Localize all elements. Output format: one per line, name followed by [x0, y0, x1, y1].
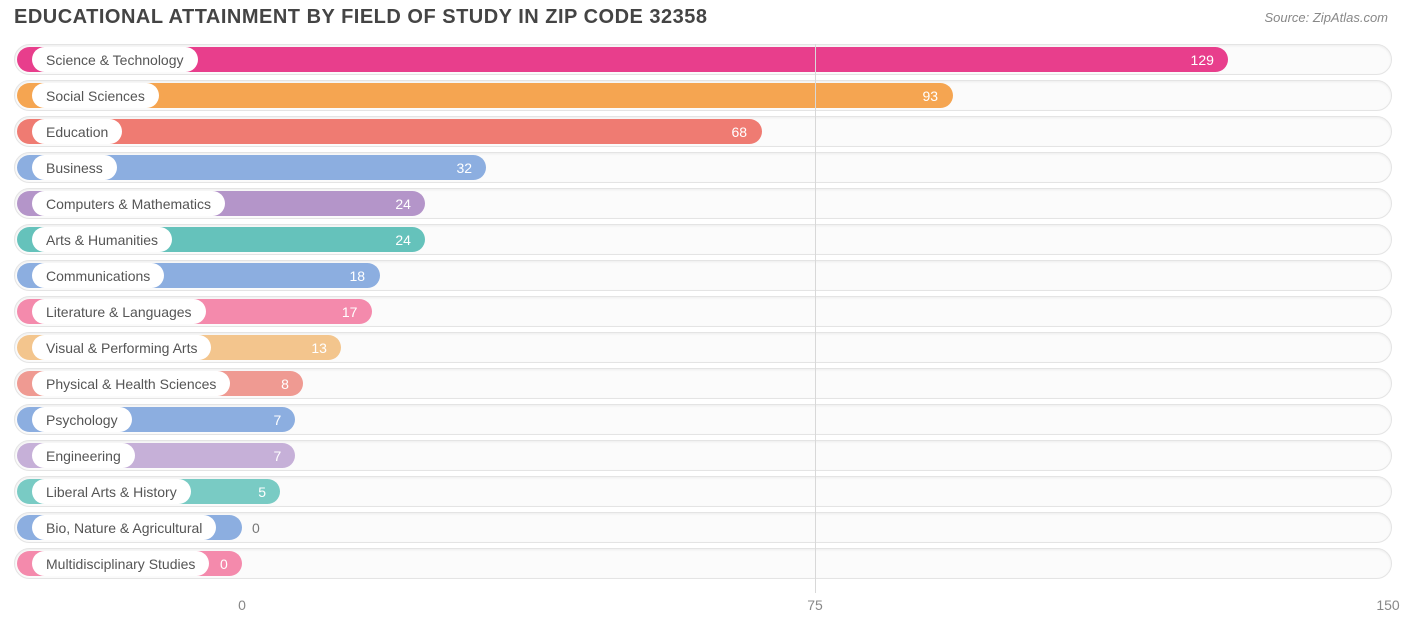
bar-row: Engineering 7 — [14, 440, 1392, 471]
bar-row: Physical & Health Sciences 8 — [14, 368, 1392, 399]
category-label: Multidisciplinary Studies — [32, 551, 209, 576]
category-label: Business — [32, 155, 117, 180]
category-label: Communications — [32, 263, 164, 288]
x-tick-label: 150 — [1376, 597, 1399, 613]
bar-row: Bio, Nature & Agricultural 0 — [14, 512, 1392, 543]
value-label: 93 — [923, 80, 939, 111]
bar-row: Psychology 7 — [14, 404, 1392, 435]
category-label: Psychology — [32, 407, 132, 432]
x-axis: 075150 — [14, 597, 1392, 617]
bar-row: Arts & Humanities 24 — [14, 224, 1392, 255]
value-label: 129 — [1191, 44, 1214, 75]
category-label: Engineering — [32, 443, 135, 468]
bar-row: Education 68 — [14, 116, 1392, 147]
bar-row: Science & Technology 129 — [14, 44, 1392, 75]
bar-fill — [17, 119, 762, 144]
plot-area: Science & Technology 129 Social Sciences 93… — [14, 44, 1392, 593]
bar-row: Social Sciences 93 — [14, 80, 1392, 111]
bar-row: Literature & Languages 17 — [14, 296, 1392, 327]
bar-row: Multidisciplinary Studies 0 — [14, 548, 1392, 579]
category-label: Liberal Arts & History — [32, 479, 191, 504]
value-label: 0 — [252, 512, 260, 543]
value-label: 18 — [350, 260, 366, 291]
chart-title: EDUCATIONAL ATTAINMENT BY FIELD OF STUDY… — [14, 6, 708, 29]
grid-line — [815, 44, 816, 593]
value-label: 17 — [342, 296, 358, 327]
value-label: 7 — [273, 404, 281, 435]
category-label: Social Sciences — [32, 83, 159, 108]
bar-row: Visual & Performing Arts 13 — [14, 332, 1392, 363]
category-label: Science & Technology — [32, 47, 198, 72]
value-label: 68 — [732, 116, 748, 147]
category-label: Bio, Nature & Agricultural — [32, 515, 216, 540]
x-tick-label: 0 — [238, 597, 246, 613]
bar-row: Business 32 — [14, 152, 1392, 183]
bar-fill — [17, 47, 1228, 72]
value-label: 24 — [395, 188, 411, 219]
category-label: Computers & Mathematics — [32, 191, 225, 216]
bar-row: Computers & Mathematics 24 — [14, 188, 1392, 219]
value-label: 32 — [456, 152, 472, 183]
category-label: Physical & Health Sciences — [32, 371, 230, 396]
chart-container: EDUCATIONAL ATTAINMENT BY FIELD OF STUDY… — [0, 0, 1406, 631]
category-label: Literature & Languages — [32, 299, 206, 324]
category-label: Education — [32, 119, 122, 144]
category-label: Visual & Performing Arts — [32, 335, 211, 360]
x-tick-label: 75 — [807, 597, 823, 613]
value-label: 7 — [273, 440, 281, 471]
category-label: Arts & Humanities — [32, 227, 172, 252]
value-label: 8 — [281, 368, 289, 399]
value-label: 24 — [395, 224, 411, 255]
value-label: 5 — [258, 476, 266, 507]
bar-row: Communications 18 — [14, 260, 1392, 291]
chart-source: Source: ZipAtlas.com — [1264, 10, 1388, 25]
value-label: 0 — [220, 548, 228, 579]
bar-row: Liberal Arts & History 5 — [14, 476, 1392, 507]
value-label: 13 — [311, 332, 327, 363]
